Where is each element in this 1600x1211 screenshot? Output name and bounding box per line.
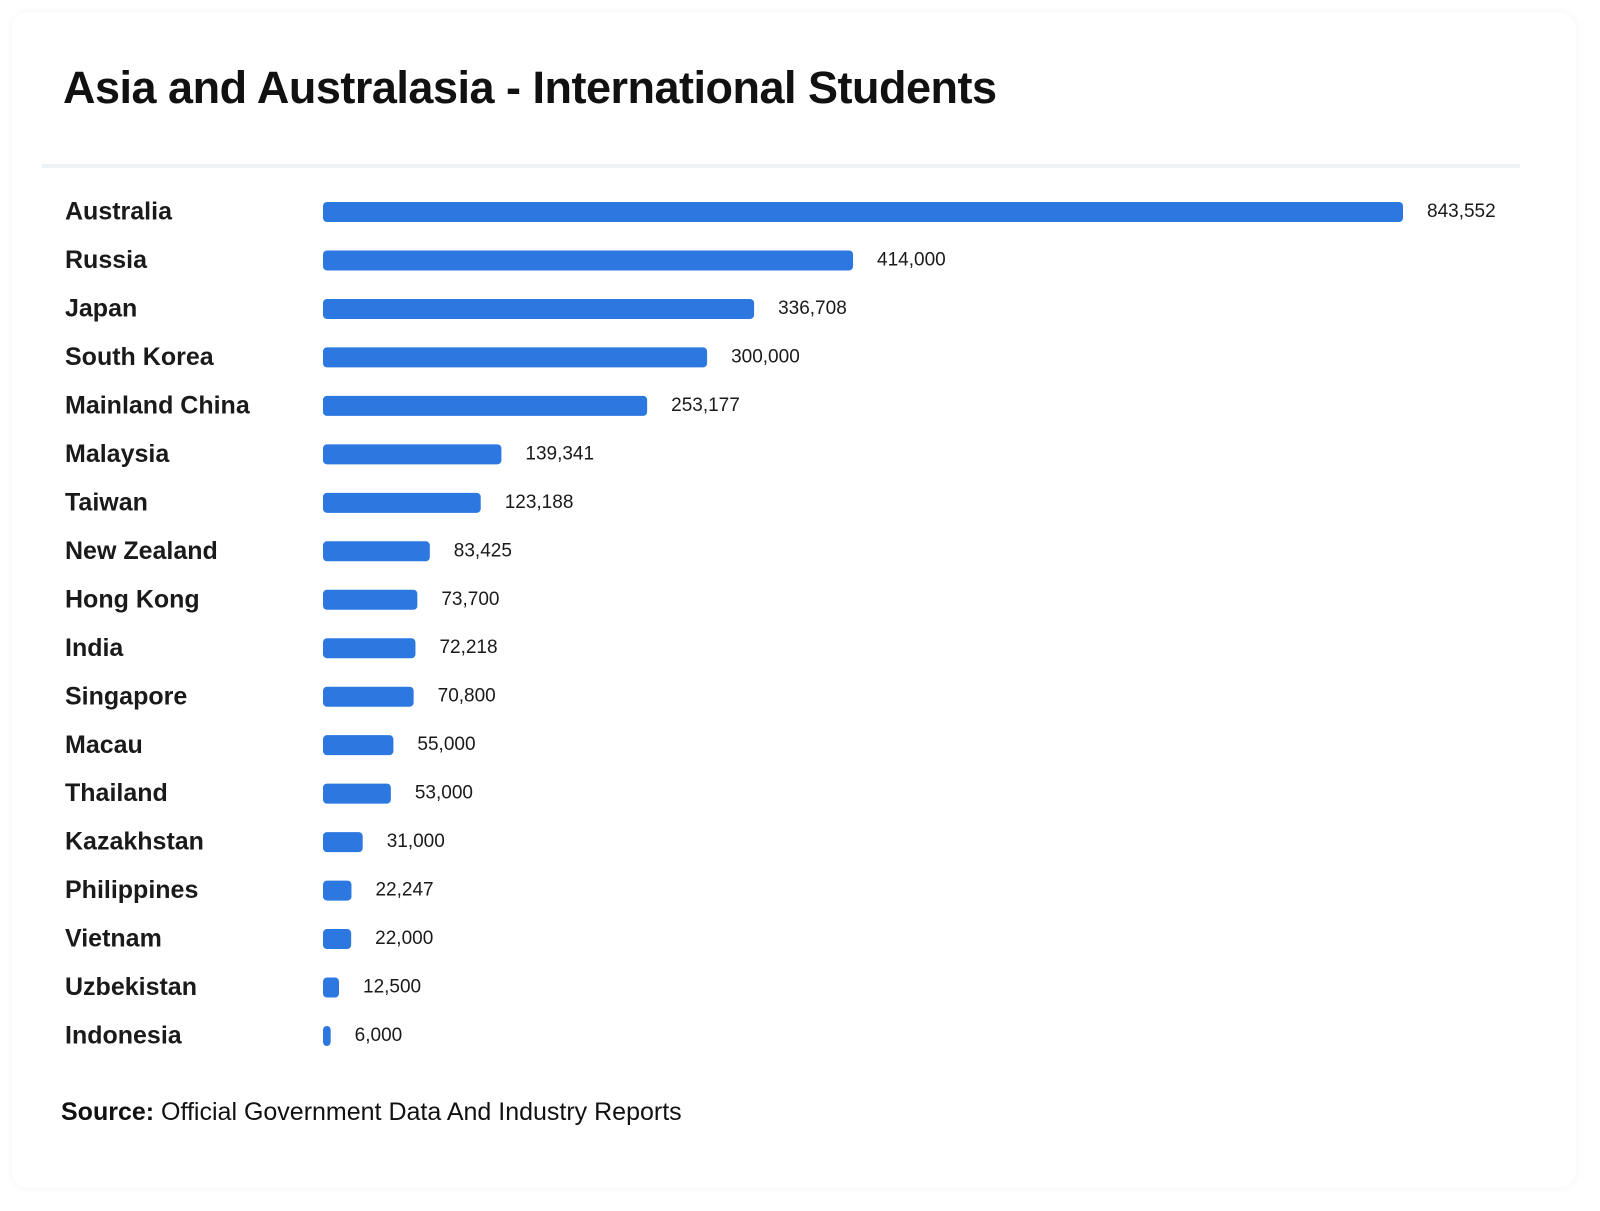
title-divider xyxy=(42,164,1520,168)
bar xyxy=(323,298,755,319)
category-label: Mainland China xyxy=(65,391,251,419)
bar xyxy=(323,541,430,562)
value-label: 253,177 xyxy=(671,395,740,416)
value-label: 843,552 xyxy=(1427,201,1496,222)
value-label: 72,218 xyxy=(439,637,497,658)
value-label: 6,000 xyxy=(355,1025,403,1046)
value-label: 12,500 xyxy=(363,977,421,998)
value-label: 73,700 xyxy=(441,589,499,610)
bar xyxy=(323,395,648,416)
source-text: Official Government Data And Industry Re… xyxy=(161,1098,682,1126)
category-label: New Zealand xyxy=(65,537,218,565)
bar xyxy=(323,686,414,707)
value-label: 336,708 xyxy=(778,298,847,319)
category-label: Macau xyxy=(65,731,143,759)
category-label: Malaysia xyxy=(65,440,170,468)
value-label: 53,000 xyxy=(415,783,473,804)
value-label: 22,000 xyxy=(375,928,433,949)
bar xyxy=(323,638,416,659)
category-label: Vietnam xyxy=(65,925,162,953)
value-label: 22,247 xyxy=(375,880,433,901)
category-label: Indonesia xyxy=(65,1022,183,1050)
value-label: 31,000 xyxy=(387,831,445,852)
category-label: Australia xyxy=(65,198,173,226)
category-label: Taiwan xyxy=(65,488,148,516)
category-label: Kazakhstan xyxy=(65,828,204,856)
bar xyxy=(323,202,1403,222)
source-note: Source: Official Government Data And Ind… xyxy=(61,1098,682,1127)
bar xyxy=(323,1025,331,1046)
value-label: 300,000 xyxy=(731,346,800,367)
source-label: Source: xyxy=(61,1098,155,1126)
category-label: Thailand xyxy=(65,779,168,807)
bar xyxy=(323,492,481,513)
bar xyxy=(323,250,854,271)
category-label: Hong Kong xyxy=(65,585,200,613)
value-label: 70,800 xyxy=(438,686,496,707)
value-label: 139,341 xyxy=(525,443,594,464)
category-label: South Korea xyxy=(65,343,215,371)
bar xyxy=(323,832,363,853)
value-label: 414,000 xyxy=(877,249,946,270)
category-label: Uzbekistan xyxy=(65,973,197,1001)
bar xyxy=(323,977,340,998)
bar xyxy=(323,735,394,756)
value-label: 83,425 xyxy=(454,540,512,561)
chart-title: Asia and Australasia - International Stu… xyxy=(63,62,997,113)
category-label: Philippines xyxy=(65,876,198,904)
bar xyxy=(323,444,502,465)
category-label: Russia xyxy=(65,246,148,274)
value-label: 55,000 xyxy=(417,734,475,755)
bar xyxy=(323,880,352,901)
value-label: 123,188 xyxy=(505,492,574,513)
category-label: Singapore xyxy=(65,682,187,710)
bar xyxy=(323,929,352,950)
category-label: India xyxy=(65,634,124,662)
category-label: Japan xyxy=(65,295,137,323)
bar xyxy=(323,589,418,610)
bar xyxy=(323,347,708,368)
bar xyxy=(323,783,391,804)
